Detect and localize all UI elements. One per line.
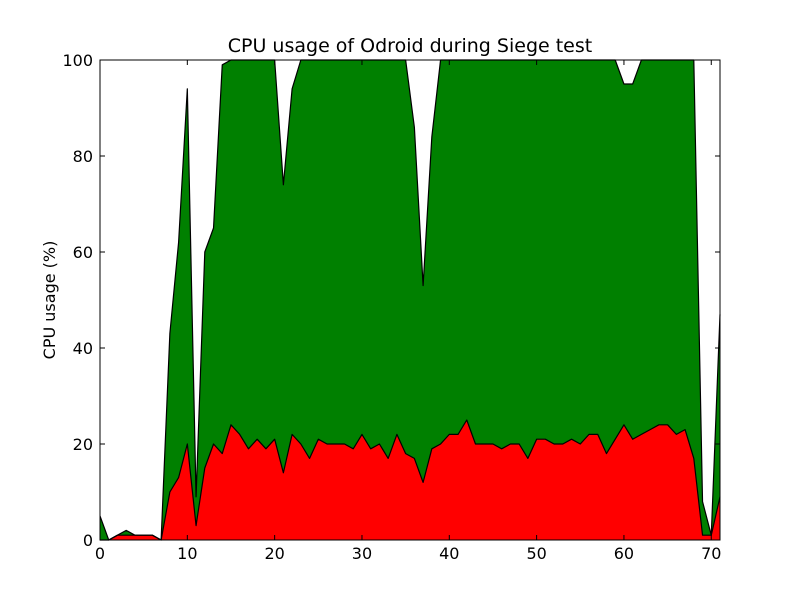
x-tick-label: 50 [526,544,546,563]
x-axis: 0 10 20 30 40 50 60 70 [95,60,721,563]
y-tick-label: 40 [73,339,93,358]
series-0-area [100,420,720,540]
series-0-line [100,419,721,541]
series-1-line [99,59,721,541]
plot-lines [99,59,721,541]
series-1-area [100,60,720,540]
x-tick-label: 10 [177,544,197,563]
y-tick-label: 60 [73,243,93,262]
x-tick-label: 0 [95,544,105,563]
x-tick-label: 70 [701,544,721,563]
y-tick-label: 80 [73,147,93,166]
chart-title: CPU usage of Odroid during Siege test [228,35,592,57]
x-tick-label: 30 [352,544,372,563]
x-tick-label: 40 [439,544,459,563]
x-tick-label: 20 [264,544,284,563]
y-tick-label: 0 [83,531,93,550]
y-tick-label: 20 [73,435,93,454]
y-axis: 0 20 40 60 80 100 [62,51,720,550]
y-tick-label: 100 [62,51,93,70]
plot-frame [99,59,721,541]
plot-areas [100,60,720,540]
x-tick-label: 60 [614,544,634,563]
y-axis-label: CPU usage (%) [40,241,59,360]
